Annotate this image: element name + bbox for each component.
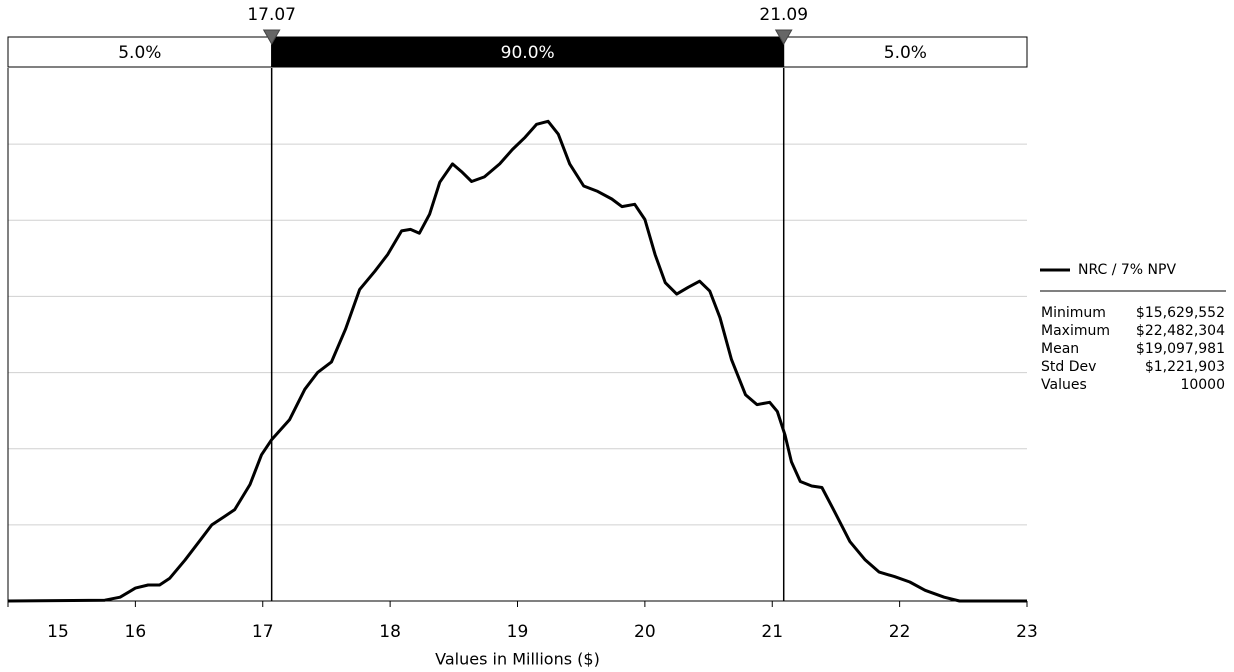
x-tick-label: 15 bbox=[47, 622, 69, 642]
stat-value: 10000 bbox=[1180, 377, 1225, 393]
delimiter-label: 21.09 bbox=[759, 5, 808, 25]
x-tick-label: 17 bbox=[252, 622, 274, 642]
x-axis-title: Values in Millions ($) bbox=[435, 650, 600, 669]
stat-label: Std Dev bbox=[1041, 359, 1096, 375]
stat-value: $19,097,981 bbox=[1136, 341, 1225, 357]
density-curve bbox=[7, 119, 1027, 603]
delimiter-handle bbox=[774, 29, 793, 46]
x-tick-label: 23 bbox=[1016, 622, 1038, 642]
x-tick-label: 16 bbox=[125, 622, 147, 642]
x-tick-label: 19 bbox=[507, 622, 529, 642]
x-tick-label: 22 bbox=[889, 622, 911, 642]
legend-label: NRC / 7% NPV bbox=[1078, 262, 1176, 278]
stat-label: Minimum bbox=[1041, 305, 1106, 321]
stat-label: Values bbox=[1041, 377, 1087, 393]
x-tick-label: 21 bbox=[761, 622, 783, 642]
x-tick-label: 20 bbox=[634, 622, 656, 642]
stat-value: $1,221,903 bbox=[1145, 359, 1225, 375]
stat-label: Maximum bbox=[1041, 323, 1110, 339]
stat-value: $15,629,552 bbox=[1136, 305, 1225, 321]
stat-value: $22,482,304 bbox=[1136, 323, 1225, 339]
stat-label: Mean bbox=[1041, 341, 1079, 357]
region-label: 5.0% bbox=[884, 43, 927, 63]
x-tick-label: 18 bbox=[379, 622, 401, 642]
region-bar bbox=[783, 36, 1028, 68]
region-label: 5.0% bbox=[118, 43, 161, 63]
delimiter-handle bbox=[262, 29, 281, 46]
region-label: 90.0% bbox=[501, 43, 555, 63]
region-bar bbox=[7, 36, 273, 68]
delimiter-label: 17.07 bbox=[247, 5, 296, 25]
region-bar bbox=[271, 36, 785, 68]
